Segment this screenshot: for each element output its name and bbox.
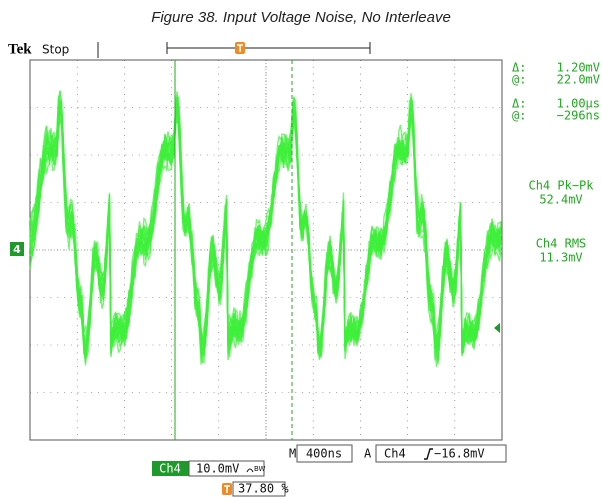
readout-value: 22.0mV bbox=[557, 73, 600, 87]
bw-icon bbox=[246, 468, 254, 473]
trigger-prefix: A bbox=[364, 447, 372, 461]
trigger-position: 37.80 % bbox=[238, 482, 289, 496]
measurement-label: Ch4 RMS bbox=[536, 237, 587, 251]
trigger-icon bbox=[222, 483, 232, 495]
channel-marker-box bbox=[10, 242, 24, 256]
figure-caption: Figure 38. Input Voltage Noise, No Inter… bbox=[151, 9, 451, 26]
readouts: Δ: 1.20mV @: 22.0mV Δ: 1.00µs @: −296ns Ch4 Pk−P… bbox=[512, 61, 600, 265]
record-bar bbox=[97, 42, 371, 58]
channel-marker: 4 bbox=[13, 243, 21, 256]
channel-scale: 10.0mV bbox=[196, 462, 239, 476]
readout-label: @: bbox=[512, 73, 526, 87]
waveform bbox=[29, 90, 502, 367]
measurement-label: Ch4 Pk−Pk bbox=[528, 179, 594, 193]
timebase-prefix: M bbox=[289, 447, 296, 461]
scale-box bbox=[188, 460, 265, 477]
measurement-value: 11.3mV bbox=[539, 251, 582, 265]
readout-label: Δ: bbox=[512, 97, 526, 111]
readout-value: −296ns bbox=[557, 109, 600, 123]
readout-value: 1.20mV bbox=[557, 61, 600, 75]
readout-value: 1.00µs bbox=[557, 97, 600, 111]
timebase: 400ns bbox=[306, 447, 342, 461]
measurement-value: 52.4mV bbox=[539, 193, 582, 207]
slope-icon bbox=[424, 448, 433, 460]
brand: Tek bbox=[8, 41, 32, 57]
trigger-level-marker bbox=[494, 323, 500, 333]
timebase-box bbox=[296, 444, 353, 463]
trigger-position-box bbox=[232, 481, 286, 497]
readout-label: @: bbox=[512, 109, 526, 123]
status: Stop bbox=[42, 43, 69, 57]
readout-label: Δ: bbox=[512, 61, 526, 75]
channel-name: Ch4 bbox=[159, 462, 181, 476]
trace bbox=[29, 96, 501, 362]
trigger-box bbox=[375, 444, 507, 463]
trigger-level: −16.8mV bbox=[434, 447, 485, 461]
channel-box bbox=[152, 461, 189, 476]
bandwidth: BW bbox=[254, 465, 266, 473]
trigger-source: Ch4 bbox=[384, 447, 406, 461]
